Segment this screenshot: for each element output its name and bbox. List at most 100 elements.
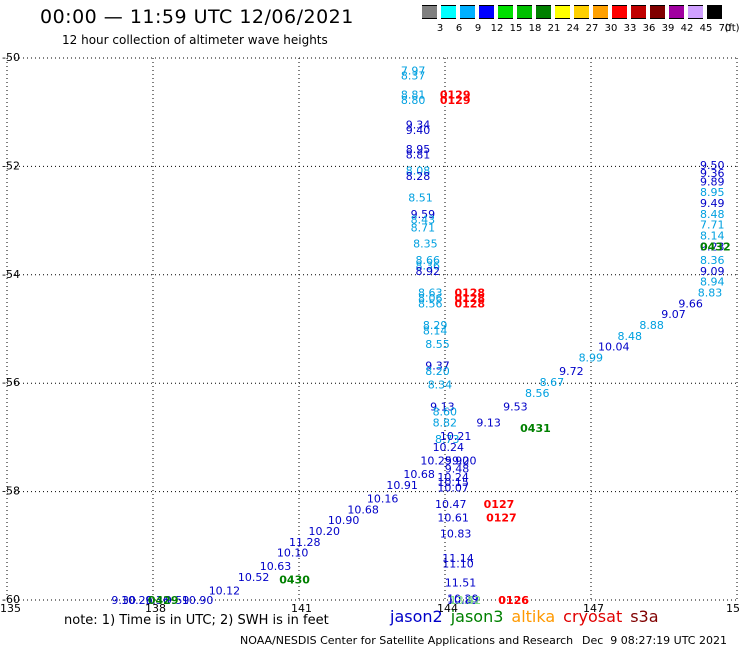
legend-swatch — [441, 5, 456, 19]
observation-labels: 7.978.378.818.80 012901299.349.408.958.81… — [111, 64, 730, 607]
wave-height-label: 13.42 — [450, 594, 482, 607]
legend-label: 18 — [528, 23, 542, 34]
wave-height-label: 11.28 — [289, 536, 321, 549]
wave-height-label: 8.71 — [411, 221, 436, 234]
legend-label: 45 — [699, 23, 713, 34]
wave-height-label: 10.26 — [121, 594, 153, 607]
wave-height-label: 9.90 — [445, 455, 470, 468]
legend-label: 21 — [547, 23, 561, 34]
wave-height-label: 10.04 — [598, 341, 630, 354]
pass-time-label: 0127 — [486, 511, 517, 524]
pass-time-label: 0431 — [520, 422, 551, 435]
lat-tick-label: -52 — [2, 159, 20, 172]
wave-height-label: 10.07 — [437, 482, 469, 495]
legend-unit: (ft) — [724, 23, 740, 34]
wave-height-label: 8.48 — [618, 330, 643, 343]
wave-height-label: 8.28 — [406, 170, 431, 183]
wave-height-label: 10.83 — [440, 528, 472, 541]
legend-swatch — [688, 5, 703, 19]
legend-label: 12 — [490, 23, 504, 34]
wave-height-label: 10.15 — [437, 476, 469, 489]
wave-height-label: 9.36 — [145, 594, 170, 607]
wave-height-label: 9.50 — [700, 159, 725, 172]
lon-tick-label: 147 — [583, 602, 604, 615]
wave-height-label: 9.53 — [503, 400, 527, 413]
wave-height-label: 9.40 — [406, 124, 431, 137]
wave-height-label: 11.10 — [442, 557, 474, 570]
wave-height-label: 8.20 — [425, 365, 450, 378]
legend-label: 70 — [718, 23, 732, 34]
wave-height-label: 9.37 — [425, 360, 450, 373]
wave-height-label: 8.51 — [408, 192, 433, 205]
wave-height-label: 10.29 — [447, 593, 479, 606]
legend-swatch — [498, 5, 513, 19]
wave-height-label: 10.52 — [238, 571, 270, 584]
wave-height-label: 7.97 — [401, 64, 426, 77]
wave-height-label: 8.66 — [416, 254, 441, 267]
lon-tick-label: 141 — [291, 602, 312, 615]
pass-time-label: 0126 — [498, 594, 529, 607]
wave-height-label: 10.10 — [277, 547, 309, 560]
wave-height-label: 8.36 — [700, 254, 725, 267]
wave-height-label: 11.14 — [442, 552, 474, 565]
wave-height-label: 10.16 — [367, 492, 399, 505]
lat-tick-label: -54 — [2, 268, 20, 281]
wave-height-label: 9.09 — [700, 265, 725, 278]
pass-time-label: 0432 — [700, 240, 731, 253]
wave-height-label: 10.83 — [447, 594, 479, 607]
legend-swatch — [593, 5, 608, 19]
wave-height-label: 9.48 — [445, 463, 470, 476]
wave-height-label: 10.24 — [433, 441, 465, 454]
lon-tick-label: 150 — [726, 602, 740, 615]
wave-height-label: 8.99 — [579, 352, 604, 365]
pass-time-label: 0129 — [440, 89, 471, 102]
pass-time-label: 0430 — [279, 574, 310, 587]
page-title: 00:00 — 11:59 UTC 12/06/2021 — [40, 6, 354, 28]
legend-label: 24 — [566, 23, 580, 34]
wave-height-label: 10.25 — [420, 455, 452, 468]
wave-height-label: 10.47 — [435, 498, 467, 511]
lat-tick-label: -60 — [2, 593, 20, 606]
legend-label: 27 — [585, 23, 599, 34]
wave-height-label: 10.24 — [437, 471, 469, 484]
wave-height-label: 10.68 — [347, 503, 379, 516]
pass-time-label: 0429 — [148, 594, 179, 607]
pass-time-label: 0126 — [498, 594, 529, 607]
wave-height-label: 10.68 — [403, 468, 435, 481]
page-subtitle: 12 hour collection of altimeter wave hei… — [62, 33, 328, 47]
pass-time-label: 0128 — [454, 297, 485, 310]
legend-label: 36 — [642, 23, 656, 34]
wave-height-label: 8.67 — [540, 376, 565, 389]
wave-height-label: 9.59 — [165, 594, 190, 607]
wave-height-label: 9.34 — [406, 118, 431, 131]
wave-height-label: 8.37 — [401, 70, 426, 83]
wave-height-label: 10.61 — [437, 511, 469, 524]
wave-height-label: 8.43 — [411, 213, 436, 226]
wave-height-label: 9.59 — [411, 208, 436, 221]
lon-tick-label: 138 — [145, 602, 166, 615]
satellite-jason2: jason2 — [390, 607, 443, 626]
wave-height-label: 9.66 — [678, 297, 703, 310]
wave-height-label: 8.08 — [406, 165, 431, 178]
pass-time-label: 0129 — [440, 94, 471, 107]
wave-height-label: 8.81 — [401, 89, 426, 102]
wave-height-label: 9.30 — [111, 594, 136, 607]
credit-text: NOAA/NESDIS Center for Satellite Applica… — [240, 634, 574, 647]
wave-height-label: 8.88 — [639, 319, 664, 332]
lat-tick-label: -58 — [2, 485, 20, 498]
pass-time-label: 0127 — [484, 498, 515, 511]
legend-swatch — [555, 5, 570, 19]
legend-label: 33 — [623, 23, 637, 34]
wave-height-label: 9.72 — [559, 365, 584, 378]
legend-label: 3 — [436, 23, 444, 34]
wave-height-label: 10.90 — [328, 514, 360, 527]
wave-height-label: 11.51 — [445, 576, 477, 589]
axis-tick-labels: 135 138 141 144 147 150 -50 -52 -54 -56 -58 -60 — [0, 51, 740, 615]
wave-height-label: 8.48 — [700, 208, 725, 221]
wave-height-label: 8.35 — [413, 238, 438, 251]
wave-height-label: 8.14 — [700, 230, 725, 243]
wave-height-label: 8.34 — [428, 379, 453, 392]
wave-height-label: 8.55 — [425, 338, 450, 351]
satellite-altika: altika — [511, 607, 556, 626]
wave-height-label: 7.71 — [700, 219, 725, 232]
